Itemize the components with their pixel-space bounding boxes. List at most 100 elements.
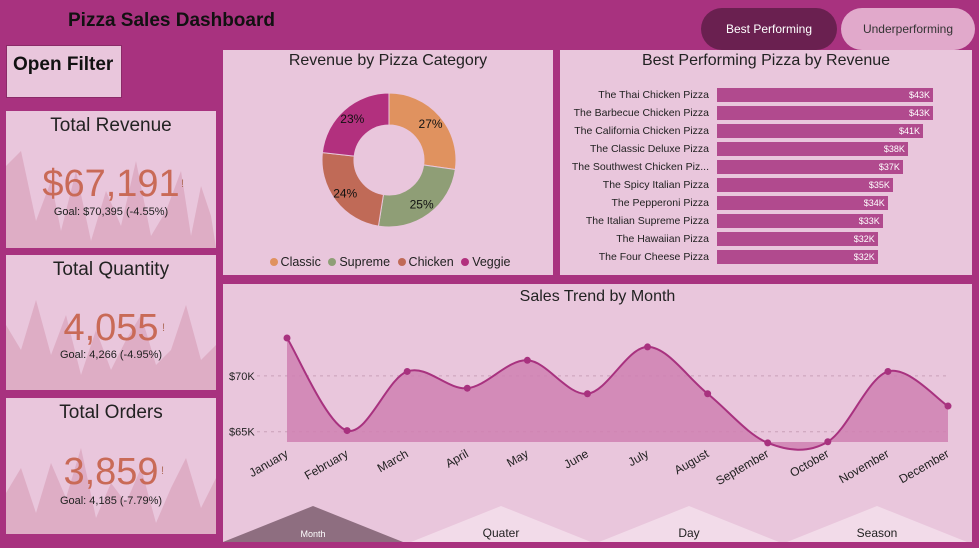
trend-point[interactable] bbox=[403, 367, 411, 375]
x-tick-label: October bbox=[787, 446, 831, 479]
trend-point[interactable] bbox=[463, 384, 471, 392]
bar-category-label: The Pepperoni Pizza bbox=[611, 197, 709, 209]
trend-point[interactable] bbox=[583, 390, 591, 398]
trend-point[interactable] bbox=[523, 356, 531, 364]
x-tick-label: December bbox=[897, 446, 952, 486]
kpi-goal: Goal: 4,185 (-7.79%) bbox=[59, 495, 163, 507]
trend-point[interactable] bbox=[644, 343, 652, 351]
bar[interactable] bbox=[717, 232, 878, 246]
kpi-goal: Goal: 4,266 (-4.95%) bbox=[59, 349, 163, 361]
kpi-alert-mark: ! bbox=[161, 465, 165, 477]
donut-slice-label: 25% bbox=[410, 197, 434, 211]
donut-slice-label: 24% bbox=[333, 186, 357, 200]
open-filter-button[interactable]: Open Filter bbox=[6, 45, 122, 98]
bar[interactable] bbox=[717, 142, 908, 156]
trend-point[interactable] bbox=[343, 427, 351, 435]
trend-point[interactable] bbox=[704, 390, 712, 398]
bar[interactable] bbox=[717, 124, 923, 138]
trend-point[interactable] bbox=[884, 367, 892, 375]
legend-dot-chicken bbox=[397, 258, 406, 266]
kpi-value: 3,859 bbox=[63, 451, 159, 493]
bar[interactable] bbox=[717, 160, 903, 174]
donut-slice-classic[interactable] bbox=[388, 92, 457, 171]
x-tick-label: January bbox=[247, 446, 291, 479]
donut-slice-supreme[interactable] bbox=[377, 164, 456, 228]
revenue-by-category-panel: Revenue by Pizza Category 27% 25% 24% 23% C… bbox=[223, 50, 553, 275]
underperforming-button[interactable]: Underperforming bbox=[841, 8, 975, 50]
bar-category-label: The Four Cheese Pizza bbox=[598, 251, 709, 263]
bar-category-label: The Italian Supreme Pizza bbox=[585, 215, 709, 227]
page-title: Pizza Sales Dashboard bbox=[68, 10, 275, 31]
legend-dot-supreme bbox=[328, 258, 337, 266]
bar[interactable] bbox=[717, 88, 933, 102]
legend-item: Veggie bbox=[472, 255, 511, 269]
x-tick-label: May bbox=[504, 446, 531, 469]
donut-legend: Classic Supreme Chicken Veggie bbox=[223, 255, 553, 269]
legend-item: Chicken bbox=[408, 255, 454, 269]
bar-category-label: The Barbecue Chicken Pizza bbox=[573, 107, 709, 119]
bar-category-label: The California Chicken Pizza bbox=[574, 125, 709, 137]
tab-label[interactable]: Season bbox=[857, 526, 898, 540]
legend-item: Classic bbox=[280, 255, 321, 269]
bar[interactable] bbox=[717, 196, 888, 210]
tab-month[interactable] bbox=[223, 506, 403, 542]
kpi-alert-mark: ! bbox=[162, 322, 166, 334]
kpi-title: Total Quantity bbox=[52, 259, 170, 280]
kpi-value: 4,055 bbox=[63, 307, 159, 349]
bar-category-label: The Hawaiian Pizza bbox=[616, 233, 709, 245]
bar-category-label: The Thai Chicken Pizza bbox=[598, 89, 709, 101]
tab-label[interactable]: Month bbox=[300, 529, 325, 539]
kpi-sparkline-bg bbox=[6, 151, 216, 248]
bar-value-label: $41K bbox=[898, 126, 920, 136]
tab-label[interactable]: Quater bbox=[483, 526, 520, 540]
x-tick-label: September bbox=[713, 446, 771, 487]
bar-value-label: $34K bbox=[863, 198, 885, 208]
kpi-sparkline-bg bbox=[6, 300, 216, 390]
bar[interactable] bbox=[717, 178, 893, 192]
x-tick-label: July bbox=[626, 446, 651, 469]
trend-line bbox=[286, 337, 949, 451]
kpi-card-quantity: Total Quantity 4,055 ! Goal: 4,266 (-4.9… bbox=[6, 255, 216, 390]
bar-value-label: $32K bbox=[853, 234, 875, 244]
kpi-goal: Goal: $70,395 (-4.55%) bbox=[53, 206, 169, 218]
kpi-value: $67,191 bbox=[42, 163, 180, 205]
donut-slice-label: 23% bbox=[340, 112, 364, 126]
bar[interactable] bbox=[717, 106, 933, 120]
bar[interactable] bbox=[717, 250, 878, 264]
trend-area bbox=[287, 338, 948, 450]
kpi-title: Total Revenue bbox=[50, 115, 172, 136]
best-performing-button[interactable]: Best Performing bbox=[701, 8, 837, 50]
trend-point[interactable] bbox=[283, 334, 291, 342]
bar-category-label: The Southwest Chicken Piz... bbox=[571, 161, 709, 173]
trend-point[interactable] bbox=[764, 439, 772, 447]
kpi-alert-mark: ! bbox=[181, 178, 185, 190]
tab-season[interactable] bbox=[787, 506, 967, 542]
chart-title: Revenue by Pizza Category bbox=[288, 52, 488, 69]
tab-label[interactable]: Day bbox=[678, 526, 699, 540]
chart-title: Sales Trend by Month bbox=[519, 288, 676, 305]
donut-chart: 27% 25% 24% 23% bbox=[321, 92, 457, 228]
trend-point[interactable] bbox=[944, 402, 952, 410]
trend-point[interactable] bbox=[824, 438, 832, 446]
kpi-card-revenue: Total Revenue $67,191 ! Goal: $70,395 (-… bbox=[6, 111, 216, 248]
x-tick-label: June bbox=[561, 446, 591, 471]
donut-slice-label: 27% bbox=[419, 117, 443, 131]
bar-value-label: $38K bbox=[883, 144, 905, 154]
bar[interactable] bbox=[717, 214, 883, 228]
legend-dot-classic bbox=[269, 258, 278, 266]
donut-slice-veggie[interactable] bbox=[321, 92, 390, 157]
tab-quater[interactable] bbox=[411, 506, 591, 542]
trend-chart: $70K $65K January February March April May June… bbox=[223, 334, 967, 542]
legend-dot-veggie bbox=[461, 258, 470, 266]
bar-value-label: $32K bbox=[853, 252, 875, 262]
x-tick-label: November bbox=[836, 446, 891, 486]
best-pizza-panel: Best Performing Pizza by Revenue The Tha… bbox=[560, 50, 972, 275]
bar-category-label: The Classic Deluxe Pizza bbox=[589, 143, 709, 155]
kpi-card-orders: Total Orders 3,859 ! Goal: 4,185 (-7.79%… bbox=[6, 398, 216, 534]
sales-trend-panel: Sales Trend by Month $70K $65K January Febr… bbox=[223, 284, 972, 542]
x-tick-label: February bbox=[302, 446, 351, 482]
tab-day[interactable] bbox=[599, 506, 779, 542]
y-tick-label: $65K bbox=[229, 427, 255, 439]
legend-item: Supreme bbox=[339, 255, 391, 269]
chart-title: Best Performing Pizza by Revenue bbox=[641, 52, 891, 69]
